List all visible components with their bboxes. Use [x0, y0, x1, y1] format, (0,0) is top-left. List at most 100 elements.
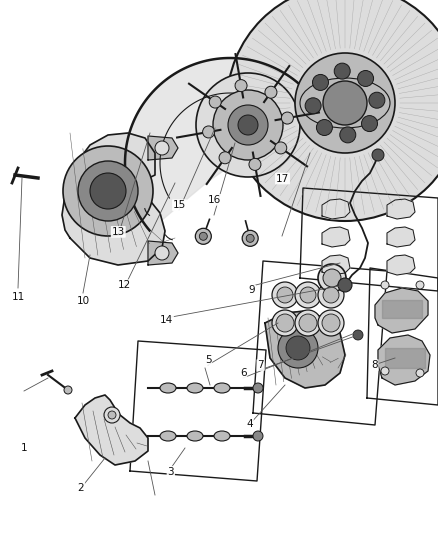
Polygon shape [322, 227, 350, 247]
Circle shape [242, 230, 258, 246]
Circle shape [227, 0, 438, 221]
Ellipse shape [214, 431, 230, 441]
Circle shape [155, 141, 169, 155]
Circle shape [381, 367, 389, 375]
Text: 17: 17 [276, 174, 289, 183]
Circle shape [63, 146, 153, 236]
Ellipse shape [160, 431, 176, 441]
Circle shape [235, 79, 247, 92]
Circle shape [323, 287, 339, 303]
Polygon shape [387, 199, 415, 219]
Text: 3: 3 [167, 467, 174, 477]
Circle shape [276, 314, 294, 332]
Circle shape [353, 330, 363, 340]
Circle shape [416, 369, 424, 377]
Text: 15: 15 [173, 200, 186, 210]
Circle shape [334, 63, 350, 79]
Text: 9: 9 [248, 286, 255, 295]
Circle shape [64, 386, 72, 394]
Text: 5: 5 [205, 355, 212, 365]
Text: 7: 7 [257, 360, 264, 370]
Ellipse shape [214, 383, 230, 393]
Circle shape [369, 92, 385, 108]
Polygon shape [125, 58, 321, 230]
Circle shape [277, 287, 293, 303]
Circle shape [295, 310, 321, 336]
Ellipse shape [160, 383, 176, 393]
Circle shape [361, 116, 378, 132]
Circle shape [199, 232, 207, 240]
Circle shape [253, 383, 263, 393]
Circle shape [357, 70, 374, 86]
Text: 16: 16 [208, 195, 221, 205]
Circle shape [195, 228, 211, 244]
Polygon shape [130, 341, 266, 481]
Text: 11: 11 [12, 293, 25, 302]
Circle shape [272, 310, 298, 336]
Circle shape [299, 314, 317, 332]
Circle shape [78, 161, 138, 221]
Polygon shape [62, 133, 165, 265]
Circle shape [286, 336, 310, 360]
Circle shape [305, 98, 321, 114]
Text: 6: 6 [240, 368, 247, 378]
Polygon shape [382, 300, 422, 318]
Text: 10: 10 [77, 296, 90, 306]
Polygon shape [375, 288, 428, 333]
Ellipse shape [187, 383, 203, 393]
Circle shape [213, 90, 283, 160]
Circle shape [295, 53, 395, 153]
Polygon shape [253, 261, 387, 425]
Circle shape [323, 81, 367, 125]
Circle shape [203, 126, 215, 138]
Circle shape [278, 328, 318, 368]
Circle shape [253, 431, 263, 441]
Circle shape [155, 246, 169, 260]
Text: 13: 13 [112, 227, 125, 237]
Polygon shape [148, 136, 178, 160]
Circle shape [322, 314, 340, 332]
Circle shape [90, 173, 126, 209]
Circle shape [246, 235, 254, 243]
Circle shape [275, 142, 287, 154]
Polygon shape [387, 255, 415, 275]
Circle shape [228, 105, 268, 145]
Circle shape [272, 282, 298, 308]
Polygon shape [367, 268, 438, 405]
Circle shape [196, 73, 300, 177]
Circle shape [238, 115, 258, 135]
Text: 14: 14 [160, 315, 173, 325]
Circle shape [416, 281, 424, 289]
Polygon shape [148, 241, 178, 265]
Circle shape [318, 310, 344, 336]
Circle shape [372, 149, 384, 161]
Ellipse shape [187, 431, 203, 441]
Text: 12: 12 [118, 280, 131, 290]
Polygon shape [378, 335, 430, 385]
Circle shape [300, 287, 316, 303]
Polygon shape [322, 199, 350, 219]
Circle shape [249, 158, 261, 171]
Polygon shape [385, 348, 425, 368]
Circle shape [281, 112, 293, 124]
Circle shape [323, 269, 341, 287]
Circle shape [209, 96, 221, 108]
Circle shape [340, 127, 356, 143]
Circle shape [316, 119, 332, 135]
Circle shape [338, 278, 352, 292]
Polygon shape [300, 188, 438, 291]
Text: 8: 8 [371, 360, 378, 370]
Circle shape [318, 264, 346, 292]
Text: 4: 4 [246, 419, 253, 429]
Circle shape [104, 407, 120, 423]
Polygon shape [322, 255, 350, 275]
Polygon shape [75, 395, 148, 465]
Circle shape [318, 282, 344, 308]
Circle shape [219, 152, 231, 164]
Circle shape [312, 75, 328, 91]
Circle shape [108, 411, 116, 419]
Polygon shape [265, 311, 345, 388]
Text: 1: 1 [21, 443, 28, 453]
Circle shape [265, 86, 277, 98]
Text: 2: 2 [78, 483, 85, 492]
